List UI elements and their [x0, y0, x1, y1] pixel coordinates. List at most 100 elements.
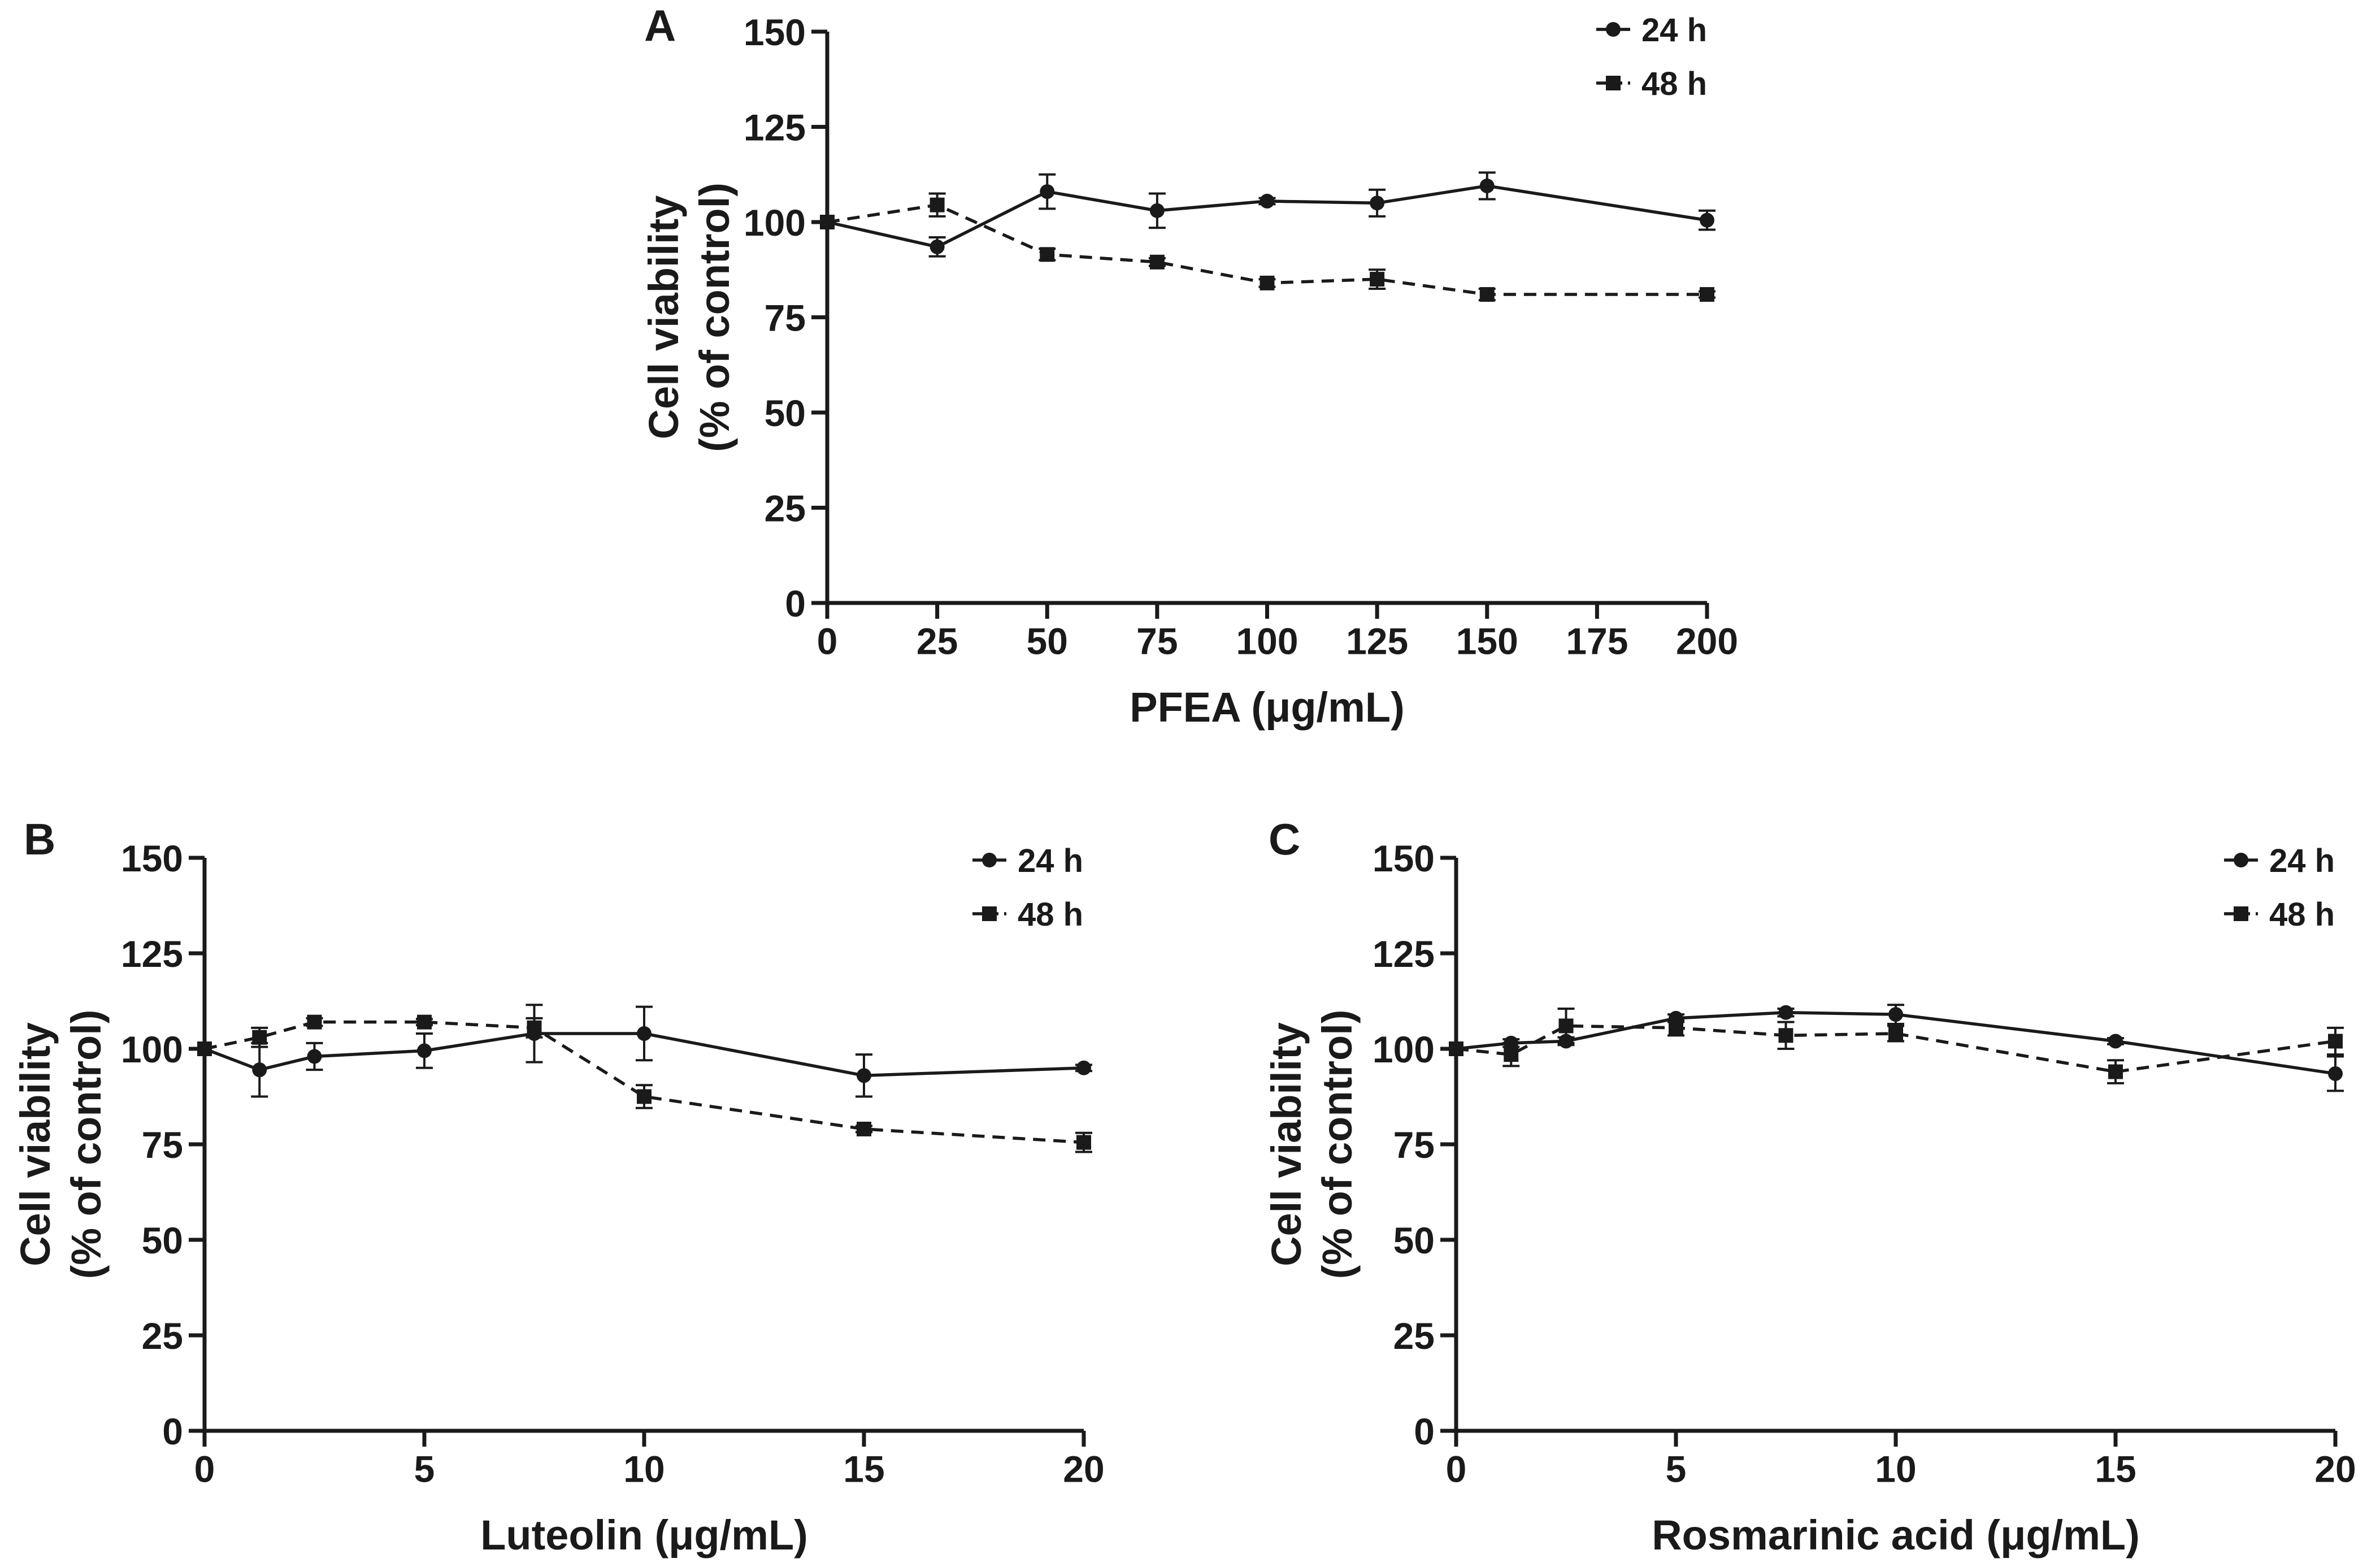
x-tick-label: 5	[1666, 1448, 1687, 1490]
data-point	[637, 1026, 652, 1041]
x-axis-title: Rosmarinic acid (μg/mL)	[1652, 1512, 2140, 1559]
y-axis-title: (% of control)	[691, 183, 738, 452]
legend-label: 24 h	[1018, 843, 1083, 879]
data-point	[1778, 1005, 1793, 1020]
data-point	[820, 215, 835, 229]
series-24h	[1449, 1004, 2344, 1092]
data-point	[417, 1043, 432, 1058]
legend-marker	[1606, 76, 1621, 90]
data-point	[1076, 1060, 1091, 1075]
y-tick-label: 75	[1393, 1124, 1435, 1166]
y-tick-label: 150	[1373, 837, 1435, 879]
data-point	[930, 239, 945, 254]
data-point	[1370, 196, 1385, 211]
legend-marker	[982, 853, 997, 867]
panel-letter: A	[644, 1, 676, 50]
data-point	[1888, 1007, 1903, 1022]
data-point	[857, 1068, 871, 1083]
data-point	[1700, 287, 1714, 302]
data-point	[1149, 254, 1165, 270]
data-point	[252, 1030, 267, 1045]
legend-label: 48 h	[1641, 66, 1707, 102]
data-point	[2108, 1064, 2123, 1079]
data-point	[197, 1041, 212, 1056]
y-tick-label: 100	[121, 1028, 183, 1070]
y-tick-label: 75	[765, 297, 806, 338]
y-tick-label: 0	[162, 1410, 183, 1452]
x-tick-label: 75	[1136, 620, 1178, 662]
y-tick-label: 75	[142, 1124, 183, 1166]
legend-entry: 48 h	[2224, 896, 2335, 933]
data-point	[1040, 184, 1055, 199]
series-line	[1456, 1011, 2336, 1075]
data-point	[527, 1020, 542, 1035]
x-tick-label: 175	[1566, 620, 1628, 662]
data-point	[417, 1014, 432, 1030]
data-point	[252, 1062, 267, 1078]
y-tick-label: 125	[744, 106, 806, 148]
data-point	[930, 197, 945, 212]
data-point	[1260, 275, 1275, 290]
panel-a: A 0 25 50 75 100 125 150 0 25 50 75 100 125 150 175 200 P…	[640, 1, 1738, 731]
y-tick-label: 100	[1373, 1028, 1435, 1070]
data-point	[1558, 1018, 1574, 1034]
series-24h	[197, 1004, 1092, 1098]
data-point	[1149, 203, 1165, 218]
x-tick-label: 50	[1027, 620, 1068, 662]
data-point	[1504, 1047, 1519, 1062]
x-tick-label: 25	[917, 620, 958, 662]
y-tick-label: 150	[744, 11, 806, 53]
y-tick-label: 50	[765, 392, 806, 434]
x-tick-label: 150	[1456, 620, 1518, 662]
y-axis-title: (% of control)	[63, 1010, 110, 1279]
data-point	[1260, 193, 1275, 209]
legend-entry: 24 h	[2224, 843, 2335, 879]
data-point	[1449, 1041, 1463, 1056]
y-axis-title: (% of control)	[1314, 1010, 1361, 1279]
y-tick-label: 125	[121, 933, 183, 975]
legend-marker	[982, 906, 997, 921]
y-tick-label: 0	[1414, 1410, 1435, 1452]
data-point	[1700, 212, 1714, 228]
y-tick-label: 50	[142, 1219, 183, 1261]
x-axis-title: PFEA (μg/mL)	[1130, 684, 1405, 731]
series-line	[204, 1020, 1084, 1144]
x-tick-label: 20	[1063, 1448, 1104, 1490]
series-48h	[820, 192, 1715, 302]
panel-letter: C	[1269, 814, 1300, 864]
y-axis-title: Cell viability	[640, 196, 687, 440]
y-tick-label: 0	[785, 583, 806, 624]
y-tick-label: 125	[1373, 933, 1435, 975]
legend-marker	[2234, 853, 2248, 867]
data-point	[307, 1049, 322, 1064]
y-tick-label: 100	[744, 202, 806, 244]
panel-b: B 0 25 50 75 100 125 150 0 5 10 15 20 Luteolin (μg/mL…	[12, 814, 1105, 1559]
data-point	[307, 1014, 322, 1030]
y-tick-label: 25	[765, 487, 806, 529]
series-24h	[820, 171, 1715, 258]
x-tick-label: 15	[843, 1448, 884, 1490]
y-axis-title: Cell viability	[12, 1022, 59, 1266]
legend-entry: 24 h	[972, 843, 1083, 879]
data-point	[1076, 1135, 1091, 1150]
x-tick-label: 10	[623, 1448, 665, 1490]
data-point	[1778, 1028, 1793, 1043]
series-48h	[197, 1014, 1092, 1153]
x-tick-label: 100	[1236, 620, 1298, 662]
data-point	[1479, 178, 1495, 193]
legend-entry: 24 h	[1596, 12, 1707, 49]
legend-marker	[2234, 906, 2248, 921]
x-tick-label: 125	[1346, 620, 1408, 662]
data-point	[1888, 1026, 1903, 1041]
data-point	[1370, 272, 1385, 287]
y-tick-label: 150	[121, 837, 183, 879]
data-point	[857, 1121, 871, 1136]
x-tick-label: 5	[414, 1448, 435, 1490]
y-tick-label: 25	[142, 1315, 183, 1357]
legend-entry: 48 h	[1596, 66, 1707, 102]
x-tick-label: 0	[194, 1448, 215, 1490]
data-point	[1669, 1020, 1683, 1035]
x-tick-label: 0	[1446, 1448, 1467, 1490]
x-tick-label: 200	[1676, 620, 1738, 662]
legend-label: 24 h	[1641, 12, 1707, 49]
